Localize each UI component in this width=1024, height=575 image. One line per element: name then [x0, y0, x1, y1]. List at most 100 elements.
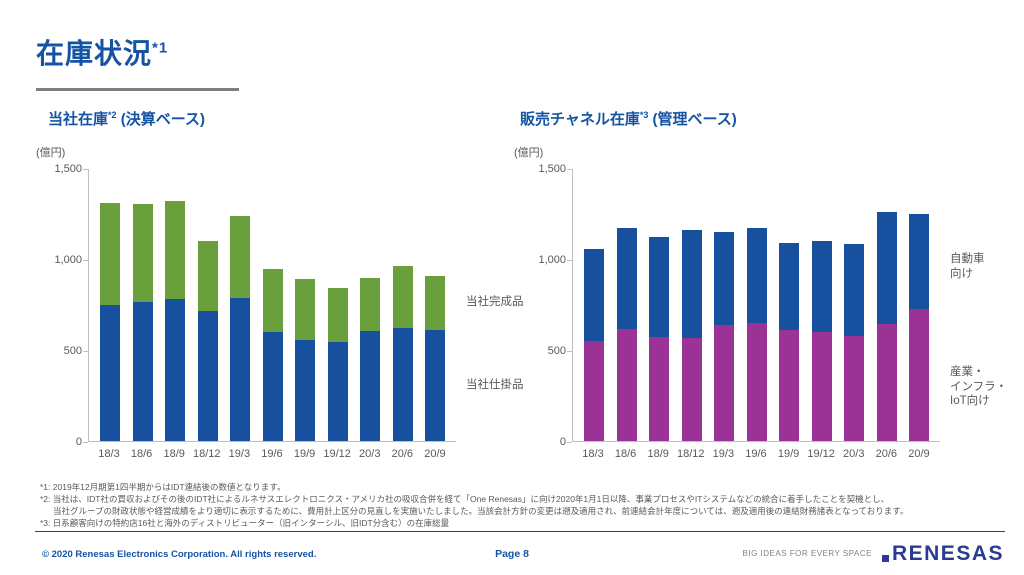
stacked-bar-19-6 — [262, 269, 283, 441]
bar-segment — [811, 331, 832, 441]
bar-segment — [230, 216, 250, 299]
bar-segment — [649, 237, 669, 338]
bar-segment — [262, 269, 283, 332]
stacked-bar-20-3 — [360, 278, 380, 441]
x-axis-tick-label: 19/9 — [293, 448, 316, 460]
stacked-bar-18-6 — [616, 228, 637, 441]
bar-segment — [197, 310, 218, 441]
bar-segment — [746, 322, 767, 441]
bars-container — [573, 169, 940, 441]
stacked-bar-19-12 — [811, 240, 832, 441]
bar-segment — [100, 304, 120, 441]
page-title-text: 在庫状況 — [36, 38, 153, 69]
y-axis-tick-label: 1,000 — [538, 254, 566, 266]
stacked-bar-19-3 — [230, 216, 250, 441]
plot-area — [83, 169, 456, 443]
stacked-bar-19-9 — [779, 242, 799, 441]
y-axis-tick — [567, 351, 572, 352]
footnote-2-continued: 当社グループの財政状態や経営成績をより適切に表示するために、費用計上区分の見直し… — [53, 506, 909, 516]
bar-segment — [392, 328, 413, 441]
y-axis-tick — [83, 351, 88, 352]
x-axis-tick-label: 19/12 — [323, 448, 351, 460]
y-axis-tick-label: 500 — [547, 345, 566, 357]
x-axis-tick-label: 20/6 — [875, 448, 898, 460]
x-axis-labels: 18/3 18/6 18/9 18/12 19/3 19/6 19/9 19/12 20/3 20… — [572, 448, 940, 460]
footnotes: *1: 2019年12月期第1四半期からはIDT連結後の数値となります。 *2:… — [40, 481, 908, 529]
stacked-bar-18-9 — [165, 200, 185, 441]
stacked-bar-19-9 — [295, 279, 315, 441]
bars-container — [89, 169, 456, 441]
bar-segment — [230, 298, 250, 441]
x-axis-tick-label: 18/6 — [130, 448, 153, 460]
stacked-bar-20-9 — [425, 276, 445, 441]
bar-segment — [132, 301, 153, 441]
y-axis-labels: 0 500 1,000 1,500 — [36, 163, 82, 448]
title-underline — [36, 88, 239, 91]
page-number: Page 8 — [495, 548, 529, 560]
y-axis-tick-label: 500 — [63, 345, 82, 357]
bar-segment — [876, 211, 897, 324]
stacked-bar-18-3 — [100, 202, 120, 441]
bar-segment — [616, 228, 637, 330]
bar-segment — [681, 338, 702, 441]
bar-segment — [584, 249, 604, 341]
series-labels: 当社完成品 当社仕掛品 — [466, 169, 546, 442]
y-axis-tick-label: 0 — [559, 436, 566, 448]
x-axis-tick-label: 20/3 — [843, 448, 865, 460]
y-axis-tick — [567, 260, 572, 261]
bar-segment — [360, 278, 380, 331]
stacked-bar-18-12 — [681, 229, 702, 441]
x-axis-tick-label: 20/6 — [391, 448, 414, 460]
x-axis-tick-label: 19/9 — [777, 448, 800, 460]
series-labels: 自動車 向け産業・ インフラ・ IoT向け — [950, 169, 1024, 442]
stacked-bar-19-6 — [746, 228, 767, 441]
x-axis-labels: 18/3 18/6 18/9 18/12 19/3 19/6 19/9 19/12 20/3 20… — [88, 448, 456, 460]
stacked-bar-18-9 — [649, 237, 669, 441]
bar-segment — [681, 229, 702, 339]
series-label: 自動車 向け — [950, 253, 985, 280]
bar-segment — [714, 231, 734, 326]
bar-segment — [584, 340, 604, 441]
x-axis-tick-label: 19/3 — [228, 448, 251, 460]
x-axis-tick-label: 20/9 — [424, 448, 446, 460]
x-axis-tick-label: 18/3 — [98, 448, 120, 460]
series-label: 産業・ インフラ・ IoT向け — [950, 366, 1008, 408]
y-axis-tick — [83, 169, 88, 170]
chart-title-right: 販売チャネル在庫*3 (管理ベース) — [520, 110, 737, 128]
page-title-superscript: *1 — [152, 39, 169, 57]
bar-segment — [714, 325, 734, 441]
renesas-logo: RENESAS — [881, 543, 1004, 564]
plot-area — [567, 169, 940, 443]
chart-title-left: 当社在庫*2 (決算ベース) — [48, 110, 205, 128]
stacked-bar-20-3 — [844, 243, 864, 441]
y-axis-tick-label: 1,000 — [54, 254, 82, 266]
sales-channel-inventory-chart: 販売チャネル在庫*3 (管理ベース) (億円) 0 500 1,000 1,500 1… — [514, 110, 1019, 482]
stacked-bar-18-3 — [584, 249, 604, 441]
footnote-2: *2: 当社は、IDT社の買収およびその後のIDT社によるルネサスエレクトロニク… — [40, 494, 890, 504]
bar-segment — [327, 288, 348, 342]
bar-segment — [844, 336, 864, 441]
y-axis-unit-label: (億円) — [514, 147, 544, 159]
bar-segment — [165, 299, 185, 441]
x-axis-tick-label: 19/6 — [745, 448, 767, 460]
y-axis-tick — [83, 442, 88, 443]
y-axis-tick-label: 1,500 — [538, 163, 566, 175]
stacked-bar-20-6 — [876, 211, 897, 441]
bar-segment — [649, 337, 669, 441]
bar-segment — [360, 330, 380, 441]
y-axis-tick — [567, 169, 572, 170]
bar-segment — [876, 323, 897, 441]
x-axis-tick-label: 18/12 — [677, 448, 705, 460]
bar-segment — [165, 200, 185, 299]
y-axis-tick-label: 1,500 — [54, 163, 82, 175]
x-axis-tick-label: 19/6 — [261, 448, 283, 460]
bar-segment — [779, 242, 799, 330]
brand-line: BIG IDEAS FOR EVERY SPACE RENESAS — [743, 543, 1004, 564]
x-axis-tick-label: 19/3 — [712, 448, 735, 460]
bar-segment — [779, 330, 799, 441]
bar-segment — [295, 279, 315, 340]
x-axis-tick-label: 19/12 — [807, 448, 835, 460]
footnote-1: *1: 2019年12月期第1四半期からはIDT連結後の数値となります。 — [40, 482, 286, 492]
x-axis-tick-label: 18/9 — [163, 448, 185, 460]
company-inventory-chart: 当社在庫*2 (決算ベース) (億円) 0 500 1,000 1,500 18/3 1… — [36, 110, 541, 482]
